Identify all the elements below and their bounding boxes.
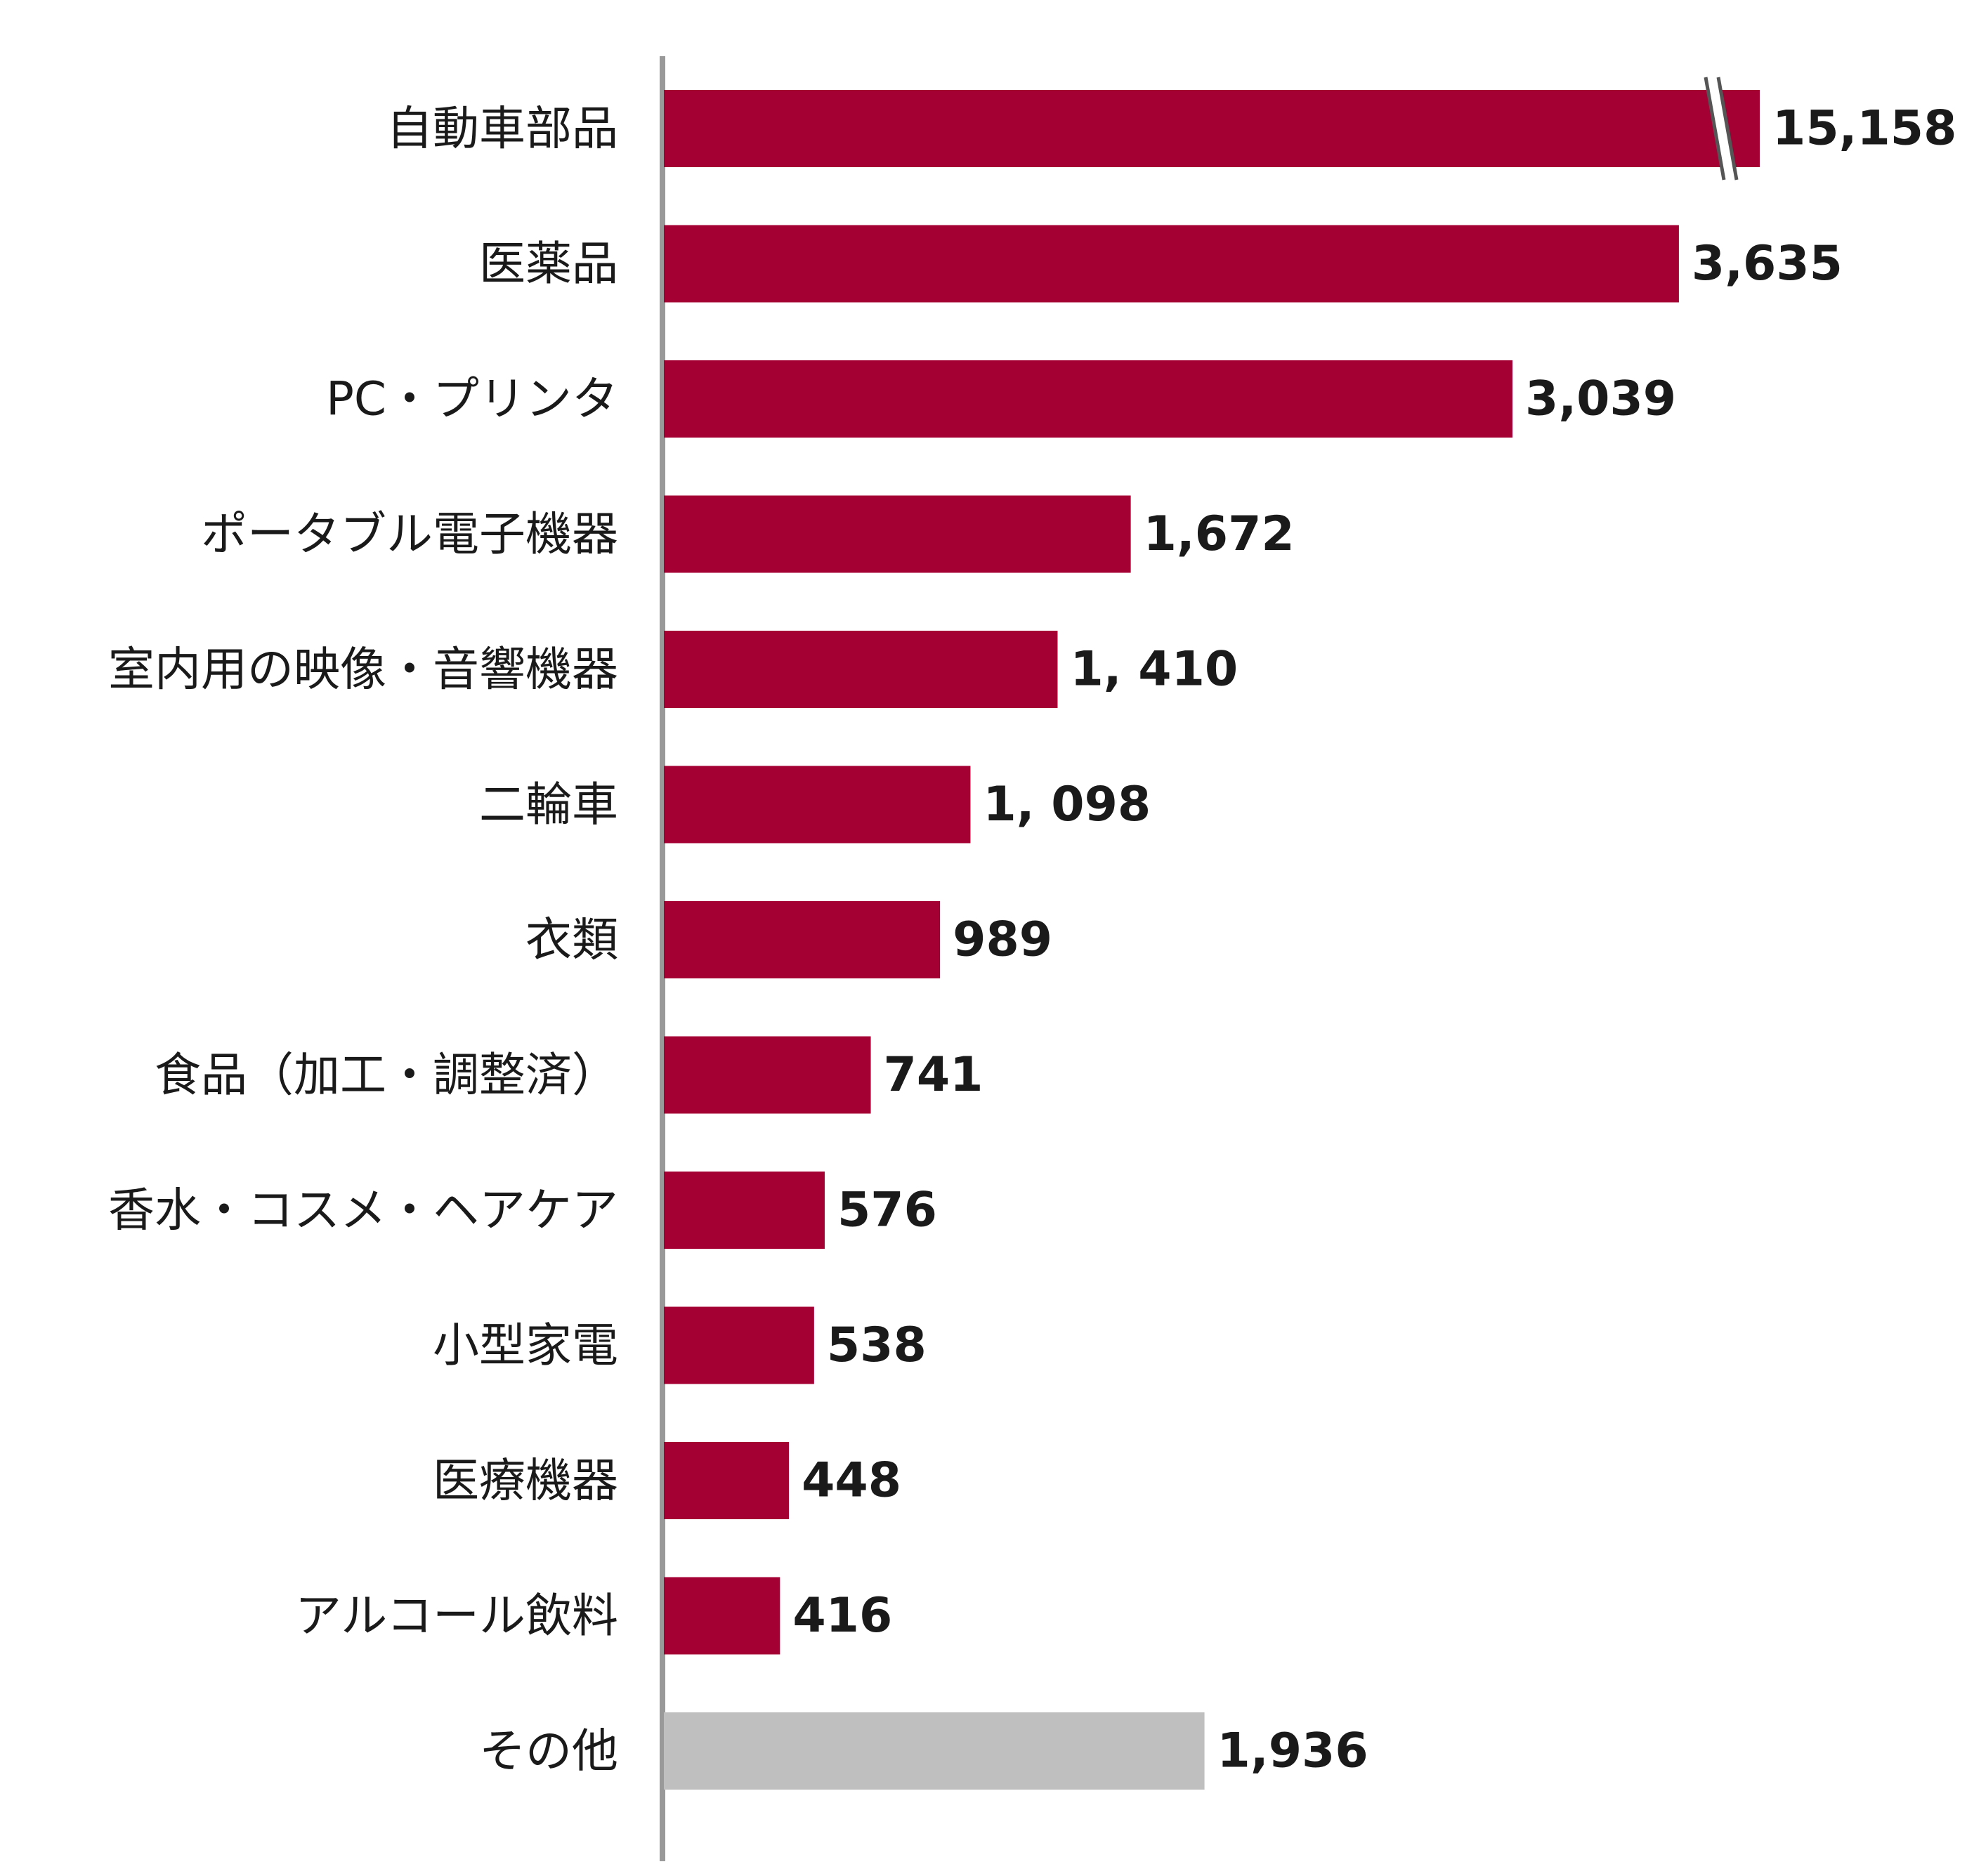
category-label-0: 自動車部品: [386, 102, 618, 156]
value-label-6: 989: [953, 912, 1052, 968]
axis-break-gap: [1706, 77, 1737, 180]
bar-3: [664, 495, 1131, 573]
value-label-7: 741: [884, 1047, 984, 1103]
axis-break-mark-1: [1716, 77, 1739, 181]
category-label-2: PC・プリンタ: [326, 372, 618, 426]
value-label-2: 3,039: [1525, 372, 1676, 427]
bar-5: [664, 766, 971, 844]
value-label-9: 538: [827, 1318, 927, 1373]
category-label-7: 食品（加工・調整済）: [155, 1048, 618, 1102]
bar-0: [664, 90, 1760, 167]
bar-4: [664, 631, 1058, 708]
bar-1: [664, 225, 1679, 303]
value-label-11: 416: [792, 1588, 892, 1644]
value-label-8: 576: [837, 1183, 937, 1238]
category-label-3: ポータブル電子機器: [201, 507, 618, 561]
bars-layer: [664, 77, 1760, 1790]
bar-2: [664, 360, 1513, 438]
category-label-9: 小型家電: [433, 1318, 618, 1372]
bar-8: [664, 1172, 825, 1249]
bar-12: [664, 1712, 1205, 1790]
category-label-10: 医療機器: [433, 1454, 618, 1508]
value-label-12: 1,936: [1217, 1724, 1368, 1779]
bar-9: [664, 1306, 814, 1384]
category-label-1: 医薬品: [479, 237, 618, 291]
value-label-10: 448: [802, 1453, 901, 1509]
bar-6: [664, 901, 941, 978]
value-label-5: 1, 098: [983, 777, 1151, 832]
axis-break-mark-0: [1704, 77, 1726, 181]
category-label-8: 香水・コスメ・ヘアケア: [108, 1183, 618, 1238]
value-label-4: 1, 410: [1070, 642, 1238, 697]
bar-11: [664, 1577, 780, 1655]
value-label-0: 15,158: [1772, 101, 1956, 157]
category-label-11: アルコール飲料: [295, 1589, 618, 1643]
category-label-5: 二輪車: [479, 778, 618, 832]
category-label-4: 室内用の映像・音響機器: [108, 643, 618, 697]
value-label-3: 1,672: [1144, 506, 1295, 562]
value-label-1: 3,635: [1692, 236, 1843, 291]
category-label-6: 衣類: [525, 913, 618, 967]
bar-7: [664, 1036, 871, 1114]
bar-10: [664, 1442, 790, 1519]
category-label-12: その他: [479, 1724, 618, 1778]
labels-layer: 自動車部品 15,158 医薬品 3,635 PC・プリンタ 3,039 ポータブル電子機器…: [108, 101, 1956, 1779]
